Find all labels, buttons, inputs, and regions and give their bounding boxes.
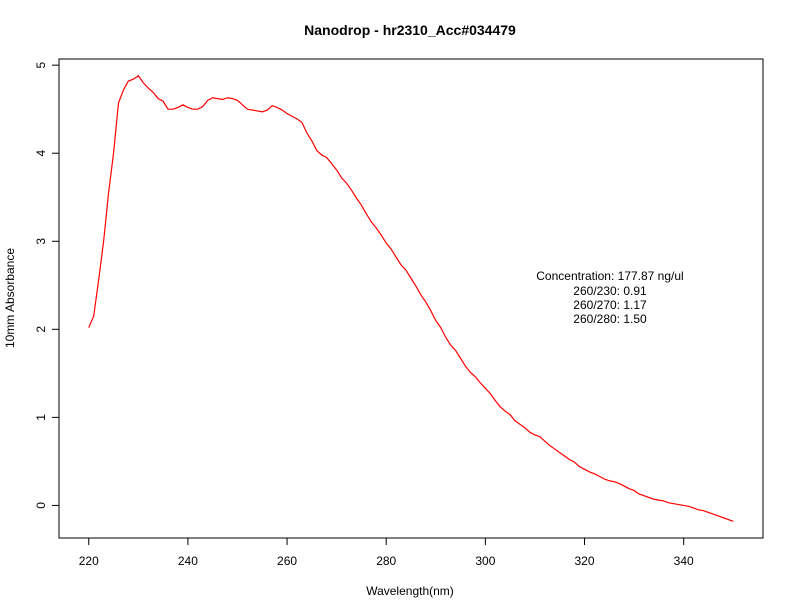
y-tick-label: 2 [34,326,48,333]
x-tick-label: 260 [277,554,297,568]
x-axis-label: Wavelength(nm) [366,584,454,598]
y-axis-label: 10mm Absorbance [3,248,17,348]
x-tick-label: 240 [178,554,198,568]
x-tick-label: 340 [674,554,694,568]
x-tick-label: 280 [376,554,396,568]
annotation-block: Concentration: 177.87 ng/ul 260/230: 0.9… [536,269,683,326]
annotation-concentration: Concentration: 177.87 ng/ul [536,269,683,283]
plot-frame [58,58,764,539]
annotation-ratio-260-230: 260/230: 0.91 [573,284,647,298]
y-tick-label: 5 [34,62,48,69]
annotation-ratio-260-280: 260/280: 1.50 [573,312,647,326]
y-tick-label: 3 [34,238,48,245]
x-tick-label: 320 [575,554,595,568]
y-axis: 0 1 2 3 4 5 [34,62,60,509]
y-tick-label: 1 [34,414,48,421]
annotation-ratio-260-270: 260/270: 1.17 [573,298,647,312]
x-tick-label: 220 [79,554,99,568]
x-tick-label: 300 [475,554,495,568]
chart-title: Nanodrop - hr2310_Acc#034479 [304,22,516,38]
x-axis: 220 240 260 280 300 320 340 [79,537,694,568]
y-tick-label: 4 [34,150,48,157]
y-tick-label: 0 [34,502,48,509]
absorbance-series-line [88,74,734,522]
